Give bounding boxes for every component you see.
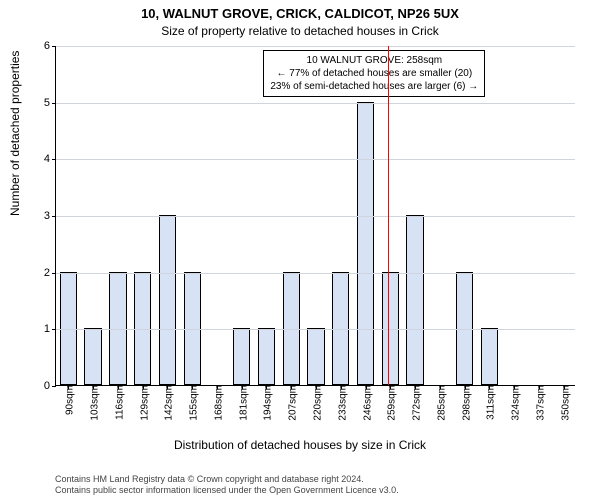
y-tick-label: 0	[44, 380, 56, 392]
marker-line	[388, 46, 389, 385]
bar	[233, 328, 250, 385]
x-tick-label: 220sqm	[309, 385, 324, 421]
x-tick-label: 129sqm	[135, 385, 150, 421]
x-tick-label: 246sqm	[358, 385, 373, 421]
bar	[283, 272, 300, 385]
chart-container: 10, WALNUT GROVE, CRICK, CALDICOT, NP26 …	[0, 0, 600, 500]
credits-line-2: Contains public sector information licen…	[55, 485, 399, 496]
x-tick-label: 259sqm	[383, 385, 398, 421]
x-tick-label: 181sqm	[234, 385, 249, 421]
x-tick-label: 233sqm	[333, 385, 348, 421]
y-tick-label: 3	[44, 210, 56, 222]
gridline	[56, 46, 575, 47]
bar	[406, 215, 423, 385]
y-axis-label: Number of detached properties	[8, 51, 22, 216]
bar	[84, 328, 101, 385]
bar	[357, 102, 374, 385]
gridline	[56, 329, 575, 330]
x-tick-label: 194sqm	[259, 385, 274, 421]
x-tick-label: 272sqm	[408, 385, 423, 421]
y-tick-label: 5	[44, 97, 56, 109]
bar	[332, 272, 349, 385]
annotation-line-2: ← 77% of detached houses are smaller (20…	[270, 67, 478, 80]
x-tick-label: 168sqm	[209, 385, 224, 421]
gridline	[56, 159, 575, 160]
credits-line-1: Contains HM Land Registry data © Crown c…	[55, 474, 399, 485]
y-tick-label: 6	[44, 40, 56, 52]
y-tick-label: 2	[44, 267, 56, 279]
y-tick-label: 4	[44, 153, 56, 165]
x-axis-label: Distribution of detached houses by size …	[0, 438, 600, 452]
plot-area: 10 WALNUT GROVE: 258sqm ← 77% of detache…	[55, 46, 575, 386]
y-tick-label: 1	[44, 323, 56, 335]
chart-title-main: 10, WALNUT GROVE, CRICK, CALDICOT, NP26 …	[0, 6, 600, 21]
bar	[60, 272, 77, 385]
bar	[134, 272, 151, 385]
x-tick-label: 298sqm	[457, 385, 472, 421]
x-tick-label: 90sqm	[61, 385, 76, 415]
bar	[258, 328, 275, 385]
gridline	[56, 103, 575, 104]
x-tick-label: 142sqm	[160, 385, 175, 421]
bar	[382, 272, 399, 385]
x-tick-label: 116sqm	[110, 385, 125, 420]
x-tick-label: 207sqm	[284, 385, 299, 421]
bar	[456, 272, 473, 385]
bar	[307, 328, 324, 385]
x-tick-label: 285sqm	[432, 385, 447, 421]
gridline	[56, 273, 575, 274]
credits: Contains HM Land Registry data © Crown c…	[55, 474, 399, 497]
bar	[159, 215, 176, 385]
bar	[481, 328, 498, 385]
bar	[184, 272, 201, 385]
x-tick-label: 337sqm	[531, 385, 546, 421]
x-tick-label: 311sqm	[482, 385, 497, 420]
x-tick-label: 324sqm	[507, 385, 522, 421]
x-tick-label: 350sqm	[556, 385, 571, 421]
annotation-line-3: 23% of semi-detached houses are larger (…	[270, 80, 478, 93]
chart-title-sub: Size of property relative to detached ho…	[0, 24, 600, 38]
x-tick-label: 155sqm	[185, 385, 200, 421]
bar	[109, 272, 126, 385]
x-tick-label: 103sqm	[86, 385, 101, 421]
annotation-box: 10 WALNUT GROVE: 258sqm ← 77% of detache…	[263, 50, 485, 97]
annotation-line-1: 10 WALNUT GROVE: 258sqm	[270, 54, 478, 67]
gridline	[56, 216, 575, 217]
